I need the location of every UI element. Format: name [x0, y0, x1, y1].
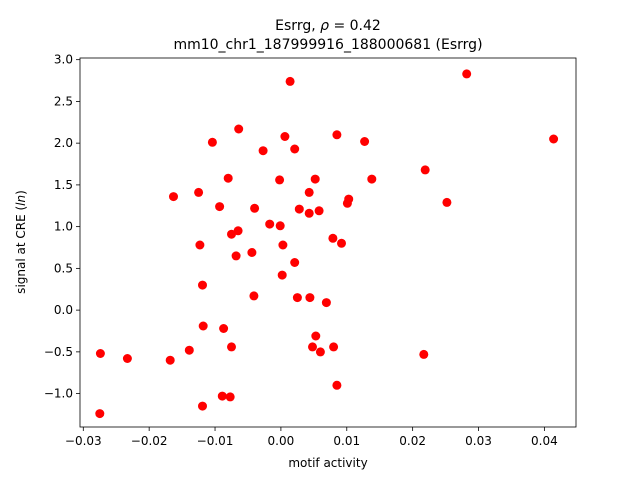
data-point: [258, 146, 268, 156]
data-point: [165, 355, 175, 365]
chart-title-line2: mm10_chr1_187999916_188000681 (Esrrg): [173, 37, 482, 53]
data-point: [247, 248, 257, 257]
data-points: [95, 69, 559, 419]
data-point: [122, 354, 132, 363]
data-point: [292, 293, 302, 303]
data-point: [332, 130, 342, 140]
data-point: [549, 134, 559, 144]
y-tick-label: 1.5: [54, 178, 73, 192]
y-tick-label: 2.0: [54, 136, 73, 150]
data-point: [195, 240, 205, 250]
y-tick-label: 2.5: [54, 94, 73, 108]
data-point: [198, 401, 207, 411]
y-axis-label: signal at CRE (ln): [14, 190, 28, 294]
data-point: [95, 409, 105, 419]
y-tick-label: −1.0: [44, 387, 73, 401]
x-axis-ticks: −0.03 −0.02 −0.01 0.00 0.01 0.02 0.03 0.04: [65, 427, 558, 448]
data-point: [367, 174, 377, 184]
data-point: [265, 219, 275, 229]
y-tick-label: 0.5: [54, 261, 73, 275]
data-point: [315, 347, 325, 357]
data-point: [250, 203, 260, 213]
data-point: [198, 321, 208, 331]
data-point: [420, 165, 430, 175]
data-point: [344, 194, 354, 204]
data-point: [234, 124, 244, 134]
x-tick-label: −0.01: [197, 434, 234, 448]
data-point: [169, 192, 178, 202]
plot-frame: [79, 57, 577, 428]
data-point: [294, 204, 304, 214]
data-point: [360, 137, 370, 146]
data-point: [275, 221, 285, 231]
data-point: [231, 251, 241, 261]
x-tick-label: 0.01: [333, 434, 360, 448]
data-point: [304, 208, 314, 218]
data-point: [194, 187, 204, 197]
data-point: [219, 324, 229, 333]
y-tick-label: −0.5: [44, 345, 73, 359]
data-point: [233, 226, 243, 236]
data-point: [314, 206, 324, 216]
data-point: [310, 174, 320, 184]
chart-title-line1: Esrrg, ρ = 0.42: [275, 18, 381, 34]
data-point: [442, 197, 452, 207]
data-point: [184, 345, 194, 355]
x-tick-label: −0.02: [131, 434, 168, 448]
data-point: [275, 175, 285, 185]
data-point: [223, 173, 233, 183]
data-point: [285, 76, 295, 86]
data-point: [198, 280, 207, 290]
y-tick-label: 0.0: [54, 303, 73, 317]
x-tick-label: 0.03: [465, 434, 492, 448]
x-tick-label: 0.04: [531, 434, 558, 448]
data-point: [280, 132, 290, 141]
data-point: [328, 233, 338, 243]
data-point: [207, 137, 217, 147]
data-point: [462, 69, 472, 79]
data-point: [304, 187, 314, 197]
data-point: [321, 298, 331, 308]
data-point: [249, 291, 259, 301]
data-point: [311, 331, 321, 341]
data-point: [95, 349, 105, 358]
data-point: [419, 349, 429, 359]
data-point: [225, 392, 235, 402]
data-point: [277, 270, 287, 280]
data-point: [290, 144, 300, 154]
x-tick-label: 0.00: [268, 434, 295, 448]
y-tick-label: 3.0: [54, 53, 73, 67]
data-point: [227, 342, 236, 352]
data-point: [217, 391, 227, 401]
data-point: [329, 342, 339, 352]
data-point: [308, 342, 317, 352]
data-point: [332, 380, 342, 390]
data-point: [305, 293, 315, 303]
y-tick-label: 1.0: [54, 220, 73, 234]
x-tick-label: −0.03: [65, 434, 102, 448]
data-point: [290, 258, 300, 267]
data-point: [278, 240, 288, 250]
y-axis-ticks: −1.0 −0.5 0.0 0.5 1.0 1.5 2.0 2.5 3.0: [44, 53, 80, 401]
x-tick-label: 0.02: [399, 434, 426, 448]
x-axis-label: motif activity: [288, 456, 367, 470]
data-point: [215, 202, 225, 212]
data-point: [337, 238, 346, 248]
